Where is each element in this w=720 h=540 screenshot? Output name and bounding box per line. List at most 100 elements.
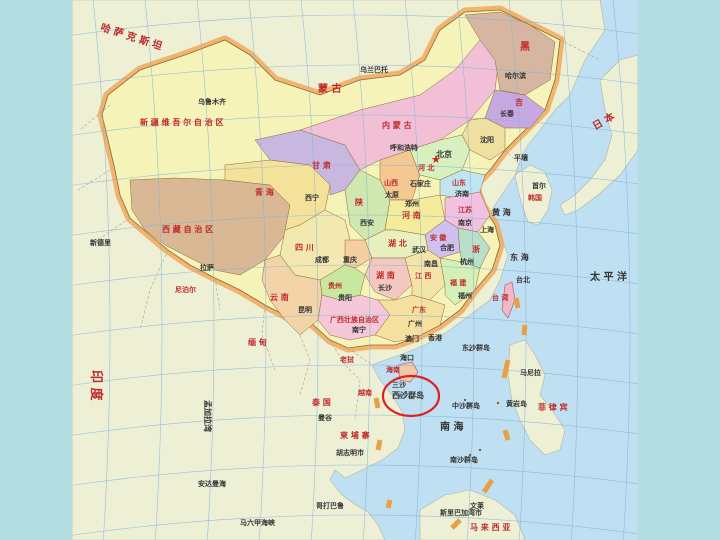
map-label-hainan: 海南 xyxy=(386,365,400,374)
map-label-jiangsu: 江苏 xyxy=(458,205,472,214)
map-label-urumqi: 乌鲁木齐 xyxy=(198,97,227,106)
map-label-manila: 马尼拉 xyxy=(520,368,541,377)
taiwan-island xyxy=(501,281,516,319)
map-label-cambodia: 柬 埔 寨 xyxy=(339,430,370,440)
map-label-laos: 老挝 xyxy=(339,355,355,364)
korean-peninsula xyxy=(514,164,553,226)
map-label-taiwan: 台 湾 xyxy=(492,293,508,302)
nine-dash-line xyxy=(373,297,528,530)
map-label-nepal: 尼泊尔 xyxy=(175,285,196,294)
map-label-huangyan: 黄岩岛 xyxy=(506,399,527,408)
map-label-jilin: 吉 xyxy=(515,97,523,107)
borneo-island xyxy=(419,489,526,540)
map-label-guiyang: 贵阳 xyxy=(338,293,352,302)
province-jiangxi xyxy=(404,249,446,301)
map-label-brunei: 文莱 xyxy=(470,501,484,510)
map-label-chengdu: 成都 xyxy=(315,255,329,264)
map-label-hubei: 湖 北 xyxy=(388,238,407,248)
map-label-kunming: 昆明 xyxy=(298,305,312,314)
map-label-zhongsha: 中沙群岛 xyxy=(452,401,480,410)
capital-star-icon: ★ xyxy=(431,153,441,166)
map-label-henan: 河 南 xyxy=(402,210,421,220)
map-label-guizhou: 贵州 xyxy=(328,281,342,290)
map-label-hebei: 河 北 xyxy=(418,163,434,172)
map-label-macau: 澳门 xyxy=(405,334,419,343)
map-label-wuhan: 武汉 xyxy=(412,245,427,254)
map-label-yellow-sea: 黄 海 xyxy=(492,207,511,217)
neighbour-borders xyxy=(77,39,601,421)
map-label-qinghai: 青 海 xyxy=(255,187,274,197)
map-label-india: 印 度 xyxy=(88,370,104,402)
map-label-east-sea: 东 海 xyxy=(510,252,529,262)
province-guangdong xyxy=(374,294,446,343)
map-label-dongsha: 东沙群岛 xyxy=(462,343,490,352)
map-label-thailand: 泰 国 xyxy=(311,397,331,407)
map-label-kota: 哥打巴鲁 xyxy=(316,501,344,510)
province-fujian xyxy=(439,257,481,306)
map-label-sri-lanka-strait: 马六甲海峡 xyxy=(240,518,276,527)
map-label-fuzhou: 福州 xyxy=(457,291,472,300)
map-label-shijiazhuang: 石家庄 xyxy=(409,179,431,188)
map-label-zhengzhou: 郑州 xyxy=(405,199,419,208)
map-label-andaman: 安达曼海 xyxy=(198,479,226,488)
map-label-philippines: 菲 律 宾 xyxy=(538,402,568,412)
province-heilongjiang xyxy=(464,11,556,96)
map-label-sansha: 三沙 xyxy=(392,381,406,389)
map-label-gansu: 甘 肃 xyxy=(312,160,331,170)
map-label-bay-of-bengal: 孟加拉湾 xyxy=(203,400,213,432)
province-chongqing xyxy=(344,239,373,269)
map-label-seoul: 首尔 xyxy=(532,181,546,190)
map-label-hefei: 合肥 xyxy=(439,243,454,252)
map-label-xian: 西安 xyxy=(360,218,374,227)
map-label-sichuan: 四 川 xyxy=(295,243,314,252)
map-label-tibet: 西 藏 自 治 区 xyxy=(162,224,213,234)
philippines-islands xyxy=(507,339,566,456)
map-label-nanchang: 南昌 xyxy=(424,259,438,268)
map-label-myanmar: 缅 甸 xyxy=(248,337,267,347)
map-label-nanjing: 南京 xyxy=(458,218,472,227)
map-label-hangzhou: 杭州 xyxy=(460,257,474,266)
xisha-highlight-circle xyxy=(381,374,441,418)
map-label-shandong: 山东 xyxy=(452,178,466,187)
map-label-jinan: 济南 xyxy=(455,189,469,198)
map-label-guangdong: 广东 xyxy=(412,305,426,314)
map-label-fujian: 福 建 xyxy=(449,278,467,287)
map-label-hongkong: 香港 xyxy=(427,333,443,342)
map-label-inner-mongolia: 内 蒙 古 xyxy=(382,120,412,130)
map-label-zhejiang: 浙 xyxy=(472,244,480,254)
map-label-nanning: 南宁 xyxy=(352,325,366,334)
map-label-mongolia: 蒙 古 xyxy=(318,82,341,95)
map-label-jiangxi: 江 西 xyxy=(415,271,431,280)
map-label-guangxi: 广西壮族自治区 xyxy=(330,315,379,324)
map-label-anhui: 安 徽 xyxy=(430,233,447,242)
map-label-taiyuan: 太原 xyxy=(385,190,399,199)
map-label-heilongjiang: 黑 xyxy=(520,41,530,53)
map-label-shanxi: 山西 xyxy=(384,178,398,187)
map-label-changchun: 长春 xyxy=(500,109,515,118)
map-label-yunnan: 云 南 xyxy=(270,292,289,302)
graticule xyxy=(72,0,638,540)
map-label-south-sea: 南 海 xyxy=(440,420,463,433)
map-label-malaysia: 马 来 西 亚 xyxy=(470,522,510,532)
map-label-lhasa: 拉萨 xyxy=(200,263,214,272)
map-label-shaanxi: 陕 xyxy=(355,197,363,207)
map-label-pyongyang: 平壤 xyxy=(514,153,529,162)
map-label-ho-chi-minh: 胡志明市 xyxy=(336,448,364,457)
map-label-xisha: 西沙群岛 xyxy=(392,390,424,400)
island-dots xyxy=(398,348,500,464)
map-label-beijing: 北京 xyxy=(436,149,452,159)
map-label-guangzhou: 广州 xyxy=(408,319,422,328)
map-label-changsha: 长沙 xyxy=(378,283,392,292)
map-label-xining: 西宁 xyxy=(305,193,319,202)
map-label-bandar: 斯里巴加湾市 xyxy=(440,508,482,517)
map-label-xinjiang: 新 疆 维 吾 尔 自 治 区 xyxy=(140,117,224,127)
province-hebei xyxy=(409,134,471,181)
map-label-chongqing: 重庆 xyxy=(343,255,357,264)
map-label-bangkok: 曼谷 xyxy=(318,413,333,422)
map-label-new-delhi: 新德里 xyxy=(90,238,111,247)
map-frame: ★ 蒙 古哈 萨 克 斯 坦乌兰巴托新 疆 维 吾 尔 自 治 区乌鲁木齐西 藏… xyxy=(72,0,638,540)
map-label-nansha: 南沙群岛 xyxy=(450,455,478,464)
japan-islands xyxy=(559,54,638,216)
map-label-hunan: 湖 南 xyxy=(376,270,395,280)
